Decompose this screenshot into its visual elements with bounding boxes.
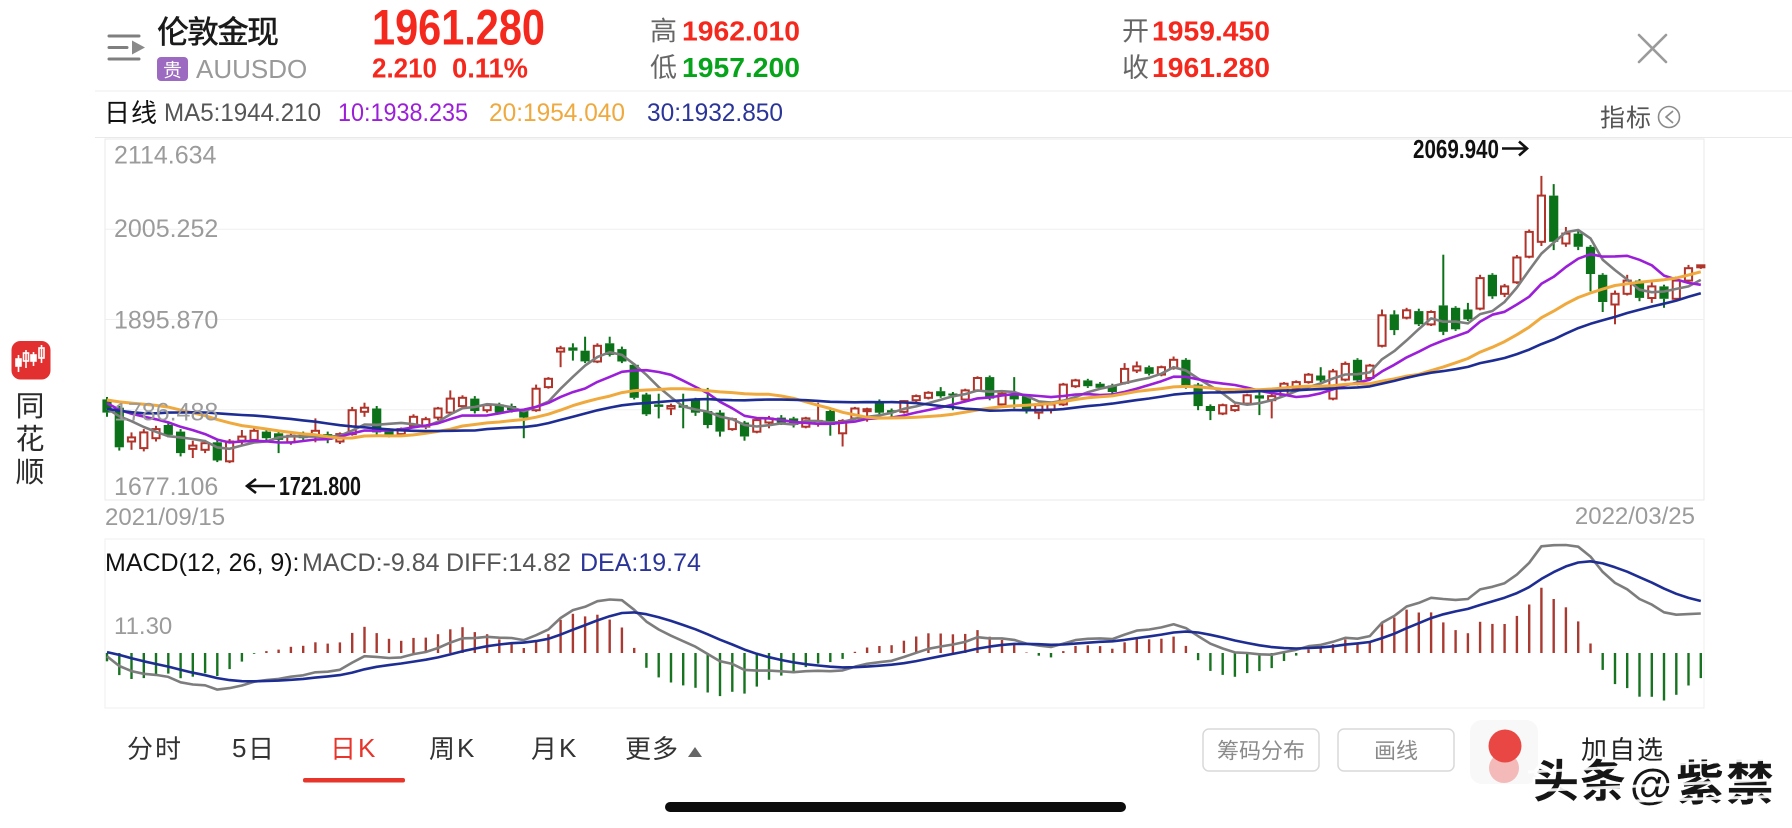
svg-text:AUUSDO: AUUSDO (196, 54, 307, 84)
svg-text:10:1938.235: 10:1938.235 (338, 99, 468, 127)
svg-text:MACD:-9.84: MACD:-9.84 (302, 549, 440, 577)
svg-text:1677.106: 1677.106 (114, 473, 218, 501)
svg-text:K: K (358, 733, 376, 763)
svg-text:1961.280: 1961.280 (1152, 52, 1270, 83)
svg-text:1961.280: 1961.280 (372, 0, 545, 56)
svg-text:1957.200: 1957.200 (682, 52, 800, 83)
svg-text:2005.252: 2005.252 (114, 215, 218, 243)
svg-text:1786.488: 1786.488 (114, 398, 218, 426)
svg-text:11.30: 11.30 (114, 613, 172, 640)
svg-text:K: K (559, 733, 577, 763)
svg-text:2022/03/25: 2022/03/25 (1575, 503, 1695, 530)
svg-text:20:1954.040: 20:1954.040 (489, 99, 625, 127)
svg-text:MACD(12, 26, 9):: MACD(12, 26, 9): (105, 549, 300, 577)
svg-text:2.210: 2.210 (372, 52, 437, 83)
svg-text:1721.800: 1721.800 (279, 471, 361, 501)
svg-text:2069.940: 2069.940 (1413, 134, 1499, 164)
svg-text:2021/09/15: 2021/09/15 (105, 504, 225, 531)
svg-text:2114.634: 2114.634 (114, 141, 217, 169)
svg-text:30:1932.850: 30:1932.850 (647, 99, 783, 127)
svg-text:DIFF:14.82: DIFF:14.82 (446, 549, 571, 577)
svg-text:5: 5 (232, 733, 246, 763)
svg-text:0.11%: 0.11% (452, 52, 528, 83)
svg-text:1895.870: 1895.870 (114, 306, 218, 334)
svg-text:MA5:1944.210: MA5:1944.210 (164, 99, 321, 127)
svg-text:K: K (457, 733, 475, 763)
svg-text:DEA:19.74: DEA:19.74 (580, 549, 701, 577)
svg-text:1959.450: 1959.450 (1152, 15, 1270, 46)
svg-text:1962.010: 1962.010 (682, 15, 800, 46)
